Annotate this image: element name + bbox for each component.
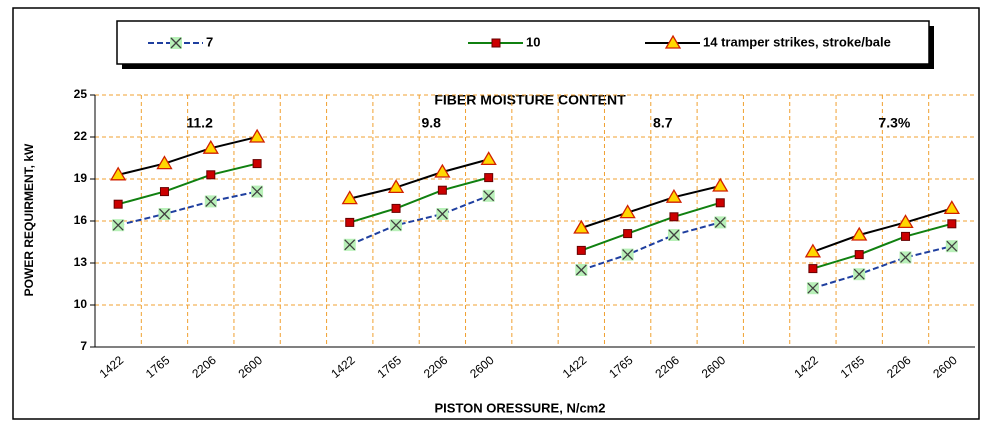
marker [484,173,494,183]
series-line [581,185,721,229]
marker [110,166,127,181]
marker [159,208,170,220]
series-line [349,176,489,224]
marker [387,179,405,194]
marker [344,239,356,251]
marker [897,214,914,229]
marker [251,186,263,198]
marker [390,219,402,231]
marker [807,282,819,294]
series-line [117,190,258,227]
marker [851,226,868,241]
marker [853,268,865,280]
marker [206,170,216,180]
marker [248,128,266,143]
marker [170,37,182,49]
legend-label: 14 tramper strikes, stroke/bale [703,34,891,49]
marker [345,217,355,227]
marker [622,249,634,261]
marker [712,177,729,192]
marker [202,139,219,154]
group-label: 11.2 [186,115,213,131]
marker [573,219,590,234]
x-tick-label: 2206 [421,353,451,381]
marker [714,216,726,228]
series-line [580,201,721,252]
x-tick-label: 2206 [189,353,219,381]
y-tick-label: 7 [80,339,87,353]
marker [900,251,911,263]
series-line [349,194,490,246]
marker [113,199,123,209]
series-line [117,162,258,206]
marker [901,231,911,241]
x-axis-label: PISTON ORESSURE, N/cm2 [435,400,606,415]
group-label: 9.8 [421,115,441,131]
x-tick-label: 1765 [143,353,173,381]
legend-label: 10 [526,34,540,49]
marker [437,185,447,195]
x-tick-label: 1422 [97,353,127,381]
marker [808,264,818,274]
x-tick-label: 2600 [236,353,266,381]
y-tick-label: 22 [74,129,88,143]
marker [480,151,497,166]
marker [804,243,822,258]
marker [436,208,448,220]
x-tick-label: 1765 [375,353,405,381]
y-tick-label: 19 [74,171,88,185]
marker [943,200,960,215]
marker [623,229,633,239]
y-tick-label: 13 [74,255,88,269]
series-line [812,222,953,270]
marker [156,155,173,170]
x-tick-label: 1422 [560,353,590,381]
y-tick-label: 25 [74,87,88,101]
x-tick-label: 1422 [328,353,358,381]
series-line [349,158,489,200]
marker [483,190,495,202]
frame [12,7,980,420]
marker [159,187,169,197]
x-tick-label: 2600 [699,353,729,381]
marker [252,159,262,169]
y-tick-label: 10 [74,297,88,311]
group-label: 7.3% [878,115,910,131]
marker [112,219,124,231]
marker [854,250,864,260]
group-label: 8.7 [653,115,673,131]
x-tick-label: 2206 [884,353,914,381]
marker [205,195,217,207]
marker [715,198,725,208]
x-tick-label: 2206 [652,353,682,381]
series-line [812,245,953,290]
series-line [581,221,721,271]
marker [665,188,683,203]
series-line [117,136,258,176]
marker [391,203,401,213]
marker [576,245,586,255]
marker [341,190,358,205]
legend-label: 7 [206,34,213,49]
x-tick-label: 1765 [606,353,636,381]
marker [575,264,587,276]
marker [668,229,680,241]
annotation: FIBER MOISTURE CONTENT [434,92,626,108]
series-line [812,207,953,253]
marker [946,240,958,252]
x-tick-label: 1422 [791,353,821,381]
y-tick-label: 16 [74,213,88,227]
marker [664,34,682,49]
marker [669,212,679,222]
marker [619,204,636,219]
marker [491,38,501,48]
y-axis-label: POWER REQUIRMENT, kW [22,143,36,296]
marker [947,219,957,229]
marker [434,163,451,178]
x-tick-label: 2600 [467,353,497,381]
x-tick-label: 2600 [930,353,960,381]
x-tick-label: 1765 [838,353,868,381]
